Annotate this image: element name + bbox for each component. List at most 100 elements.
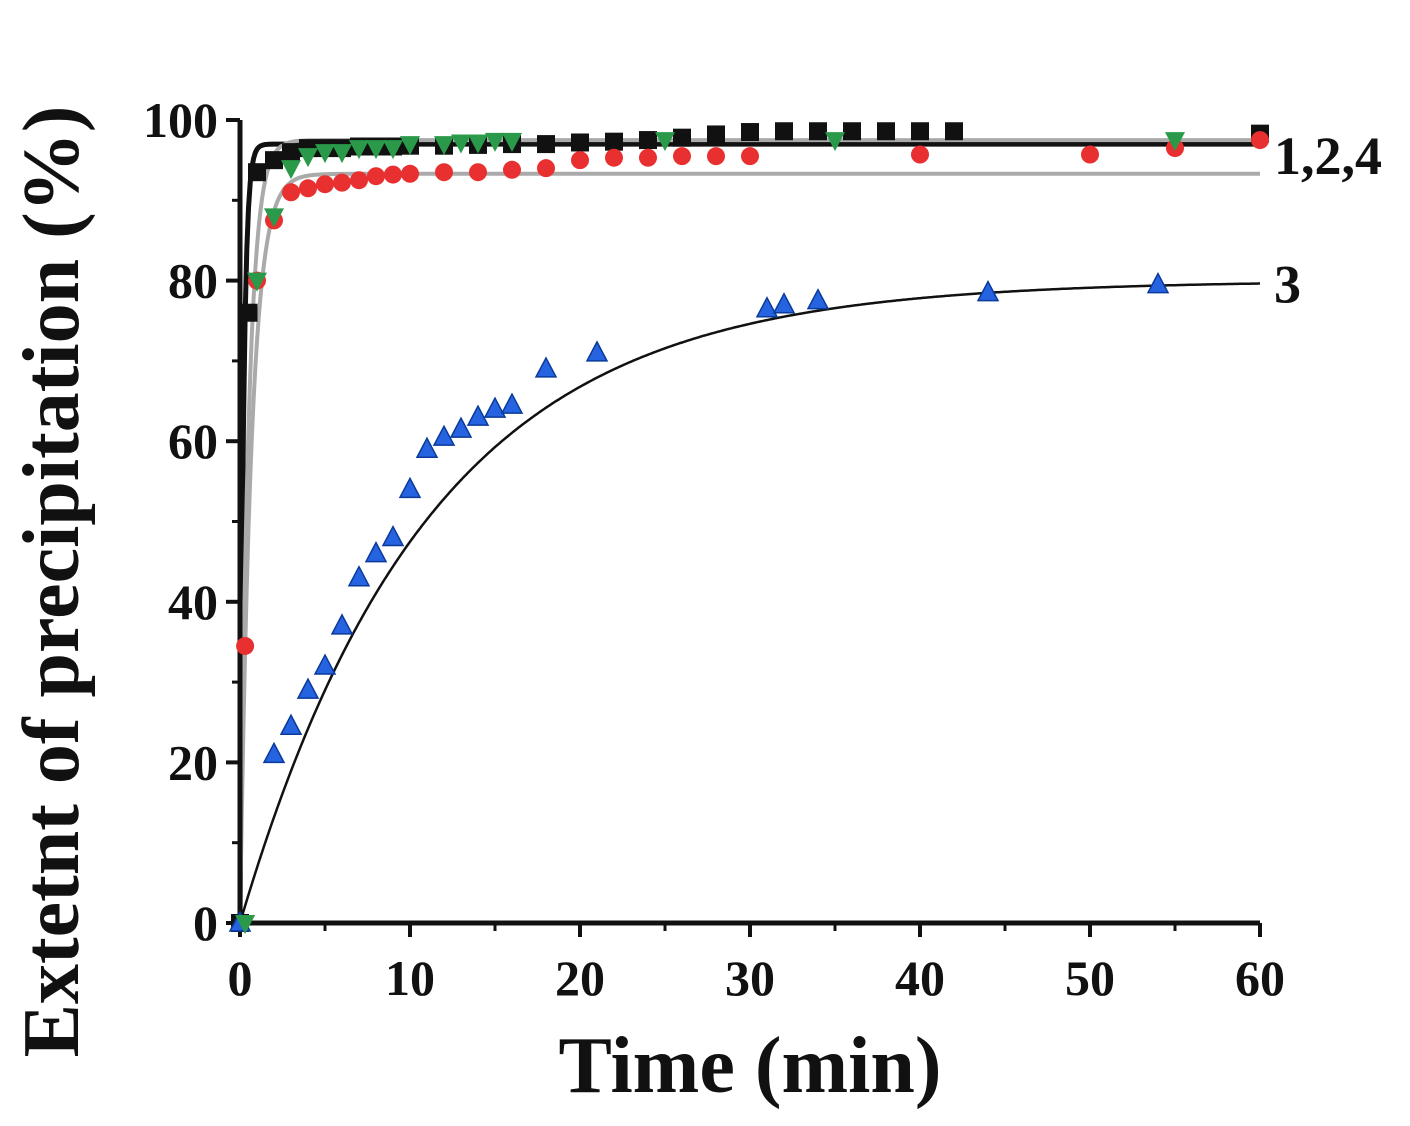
data-point-triangle-down: [366, 140, 386, 160]
y-tick-label: 80: [168, 253, 218, 309]
data-point-triangle-down: [264, 208, 284, 228]
data-point-triangle-down: [655, 132, 675, 152]
x-tick-label: 50: [1065, 950, 1115, 1006]
y-axis-title: Extetnt of precipitation (%): [8, 106, 96, 1058]
data-point-square: [571, 133, 589, 152]
data-point-square: [945, 122, 963, 141]
data-point-triangle-down: [332, 144, 352, 164]
x-tick-label: 40: [895, 950, 945, 1006]
data-point-triangle-up: [347, 565, 371, 587]
data-point-triangle-up: [449, 416, 473, 438]
data-point-circle: [707, 147, 725, 166]
data-point-circle: [435, 163, 453, 182]
data-point-circle: [639, 148, 657, 167]
curve-label-2: 3: [1274, 255, 1301, 315]
data-point-square: [639, 131, 657, 150]
data-point-circle: [333, 173, 351, 192]
data-point-triangle-up: [415, 436, 439, 458]
data-point-triangle-up: [976, 280, 1000, 302]
data-point-triangle-down: [825, 132, 845, 152]
data-point-circle: [367, 167, 385, 186]
data-point-circle: [401, 164, 419, 183]
data-point-circle: [571, 151, 589, 170]
data-point-square: [673, 128, 691, 147]
data-point-triangle-down: [502, 132, 522, 152]
axes: 0 10 20 30 40 50 60 0 20 40 60 80 100: [143, 92, 1285, 1006]
data-point-triangle-up: [483, 396, 507, 418]
series-1: [231, 122, 1269, 932]
data-point-square: [911, 122, 929, 141]
x-tick-label: 10: [385, 950, 435, 1006]
data-point-square: [537, 135, 555, 154]
data-point-triangle-down: [468, 134, 488, 154]
data-point-triangle-down: [485, 132, 505, 152]
data-point-triangle-down: [1165, 132, 1185, 152]
fit-curve-4: [238, 282, 1260, 924]
data-point-square: [605, 132, 623, 151]
data-point-triangle-down: [451, 134, 471, 154]
data-point-triangle-up: [313, 653, 337, 675]
data-point-triangle-down: [247, 272, 267, 292]
data-point-triangle-down: [434, 136, 454, 156]
y-tick-label: 0: [193, 895, 218, 951]
data-point-triangle-up: [1146, 272, 1170, 294]
data-point-circle: [741, 147, 759, 166]
data-markers: [228, 122, 1269, 934]
data-point-square: [248, 163, 266, 182]
data-point-circle: [350, 171, 368, 190]
y-tick-label: 40: [168, 574, 218, 630]
data-point-circle: [1251, 131, 1269, 150]
data-point-triangle-up: [364, 541, 388, 563]
data-point-circle: [316, 175, 334, 194]
data-point-circle: [605, 148, 623, 167]
data-point-circle: [503, 160, 521, 179]
data-point-circle: [469, 163, 487, 182]
series-2: [236, 131, 1269, 655]
x-tick-label: 0: [228, 950, 253, 1006]
data-point-triangle-down: [281, 160, 301, 180]
data-point-triangle-up: [381, 524, 405, 547]
x-tick-label: 60: [1235, 950, 1285, 1006]
data-point-triangle-down: [235, 915, 256, 934]
data-point-square: [741, 123, 759, 142]
data-point-square: [809, 122, 827, 141]
y-tick-label: 100: [143, 92, 218, 148]
data-point-triangle-up: [755, 296, 779, 318]
data-point-square: [282, 143, 300, 162]
data-point-triangle-up: [806, 288, 830, 310]
data-point-circle: [384, 165, 402, 184]
data-point-triangle-up: [534, 356, 558, 378]
data-point-triangle-up: [262, 741, 286, 764]
data-point-square: [239, 303, 258, 322]
data-point-triangle-up: [398, 476, 422, 499]
data-point-triangle-down: [400, 136, 420, 156]
data-point-square: [877, 122, 895, 141]
x-tick-label: 20: [555, 950, 605, 1006]
data-point-triangle-up: [585, 340, 609, 362]
data-point-triangle-down: [298, 148, 318, 168]
data-point-triangle-up: [296, 677, 320, 699]
data-point-triangle-up: [279, 713, 303, 736]
data-point-triangle-up: [330, 613, 354, 635]
data-point-circle: [911, 145, 929, 164]
data-point-circle: [537, 159, 555, 178]
data-point-triangle-down: [315, 144, 335, 164]
series-3: [228, 272, 1170, 932]
data-point-circle: [299, 179, 317, 198]
data-point-triangle-up: [432, 424, 456, 446]
data-point-circle: [282, 183, 300, 202]
data-point-square: [843, 122, 861, 141]
data-point-circle: [1081, 145, 1099, 164]
series-4: [235, 132, 1185, 934]
data-point-triangle-down: [349, 140, 369, 160]
data-point-square: [265, 151, 283, 170]
y-tick-label: 20: [168, 734, 218, 790]
data-point-triangle-down: [383, 140, 403, 160]
data-point-square: [775, 122, 793, 141]
x-axis-title: Time (min): [559, 1022, 942, 1110]
x-tick-label: 30: [725, 950, 775, 1006]
data-point-circle: [236, 636, 255, 655]
labels: Time (min) Extetnt of precipitation (%) …: [8, 106, 1382, 1110]
data-point-triangle-up: [466, 404, 490, 426]
